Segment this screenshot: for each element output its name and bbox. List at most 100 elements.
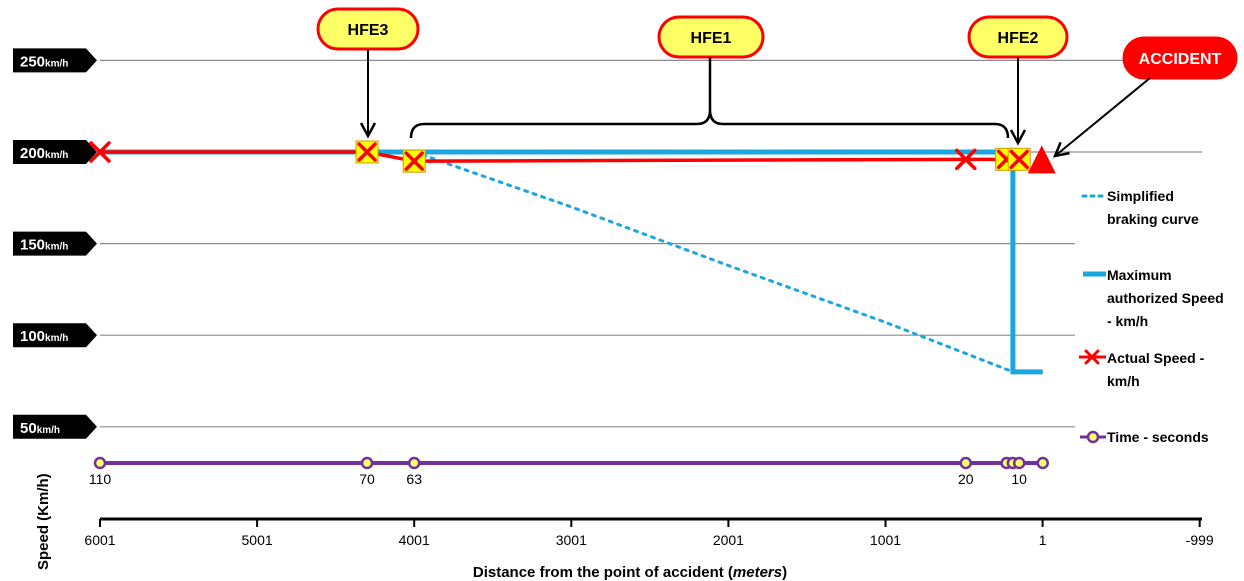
y-marker-label: 150km/h (20, 237, 68, 254)
x-axis-label-main: Distance from the point of accident ( (473, 564, 733, 581)
highlighted-point (355, 140, 379, 164)
x-tick-label: 1001 (870, 532, 901, 548)
series-markers: 110 70 63 20 10 (89, 140, 1056, 487)
y-marker-unit: km/h (45, 150, 68, 161)
time-point (959, 456, 973, 470)
cross-stroke (1084, 349, 1100, 365)
x-tick-label: 5001 (242, 532, 273, 548)
legend-label-max: - km/h (1107, 313, 1148, 329)
y-marker-value: 250 (20, 53, 45, 70)
y-marker-value: 200 (20, 145, 45, 162)
bracket-path (409, 57, 1010, 139)
actual-speed-point (89, 141, 111, 163)
time-point (407, 456, 421, 470)
legend-swatch-time-dot (1086, 430, 1100, 444)
y-marker: 200km/h (13, 140, 97, 164)
annotation-hfe2: HFE2 (967, 15, 1069, 59)
arrow-accident (1052, 77, 1151, 158)
time-label: 110 (89, 471, 112, 487)
y-marker-value: 50 (20, 420, 37, 437)
legend-label-actual: Actual Speed - (1107, 350, 1205, 366)
cross-stroke (955, 148, 977, 171)
highlighted-point (1007, 147, 1031, 171)
y-marker-tag (13, 323, 97, 348)
x-tick-label: -999 (1186, 532, 1214, 548)
annotation-accident-label: ACCIDENT (1139, 51, 1222, 68)
legend-label-max: authorized Speed (1107, 290, 1224, 306)
y-marker-value: 100 (20, 328, 45, 345)
arrow-head (1052, 141, 1070, 158)
time-point (1012, 456, 1026, 470)
annotation-accident-bubble (1122, 36, 1238, 80)
accident-marker (1027, 145, 1056, 174)
x-axis-label: Distance from the point of accident (met… (473, 564, 787, 581)
legend-label-actual: km/h (1107, 373, 1140, 389)
legend-label-max: Maximum (1107, 267, 1172, 283)
arrow-head (1009, 129, 1027, 146)
x-tick-label: 2001 (713, 532, 744, 548)
annotations: HFE3 HFE1 HFE2 ACCIDENT (316, 7, 1238, 158)
y-marker-unit: km/h (37, 425, 60, 436)
x-axis: 6001 5001 4001 3001 2001 1001 1 -999 (84, 517, 1214, 548)
x-axis-label-unit: meters (733, 564, 782, 581)
x-tick-label: 6001 (84, 532, 115, 548)
y-axis-label: Speed (Km/h) (35, 473, 52, 570)
annotation-hfe3-label: HFE3 (348, 22, 389, 39)
series-braking-curve (412, 150, 1015, 374)
y-marker: 50km/h (13, 414, 97, 439)
arrow-shaft (1054, 77, 1151, 157)
time-label: 70 (359, 471, 375, 487)
time-label: 20 (958, 471, 974, 487)
legend-label-braking: braking curve (1107, 211, 1199, 227)
series-max-authorized-speed (100, 149, 1043, 375)
actual-speed-point (955, 148, 977, 171)
legend-label-time: Time - seconds (1107, 429, 1209, 445)
y-marker-label: 50km/h (20, 420, 60, 437)
hfe1-bracket (409, 57, 1010, 139)
y-marker-unit: km/h (45, 242, 68, 253)
annotation-accident: ACCIDENT (1122, 36, 1238, 80)
legend: Simplified braking curve Maximum authorized… (1079, 188, 1224, 445)
legend-label-braking: Simplified (1107, 188, 1174, 204)
time-label: 10 (1011, 471, 1027, 487)
highlight-cross (1009, 149, 1029, 170)
cross-stroke (404, 151, 424, 171)
x-axis-label-close: ) (782, 564, 787, 581)
y-marker-tag (13, 140, 97, 164)
y-marker-value: 150 (20, 237, 45, 254)
x-tick-label: 1 (1039, 532, 1047, 548)
annotation-hfe2-label: HFE2 (998, 30, 1039, 47)
highlight-cross (357, 142, 377, 162)
highlight-cross (404, 151, 424, 171)
x-tick-label: 3001 (556, 532, 587, 548)
highlighted-point (402, 149, 426, 173)
time-point (360, 456, 374, 470)
y-marker-label: 100km/h (20, 328, 68, 345)
y-marker-tag (13, 414, 97, 439)
cross-stroke (1009, 149, 1029, 170)
y-marker-unit: km/h (45, 58, 68, 69)
time-label: 63 (406, 471, 422, 487)
y-marker-label: 200km/h (20, 145, 68, 162)
annotation-hfe1: HFE1 (657, 15, 765, 59)
x-tick-label: 4001 (399, 532, 430, 548)
legend-swatch-actual-cross (1084, 349, 1100, 365)
y-marker: 100km/h (13, 323, 97, 348)
annotation-hfe3: HFE3 (316, 7, 420, 51)
y-marker-label: 250km/h (20, 53, 68, 70)
y-marker: 250km/h (13, 48, 97, 73)
arrow-hfe2 (1009, 57, 1027, 146)
series-lines (100, 149, 1043, 465)
time-point (93, 456, 107, 470)
arrow-hfe3 (359, 49, 377, 139)
cross-stroke (89, 141, 111, 163)
arrow-head (359, 122, 377, 139)
cross-stroke (357, 142, 377, 162)
y-marker-tag (13, 48, 97, 73)
y-marker: 150km/h (13, 231, 97, 256)
y-marker-unit: km/h (45, 333, 68, 344)
time-point (1036, 456, 1050, 470)
annotation-hfe1-label: HFE1 (691, 30, 732, 47)
